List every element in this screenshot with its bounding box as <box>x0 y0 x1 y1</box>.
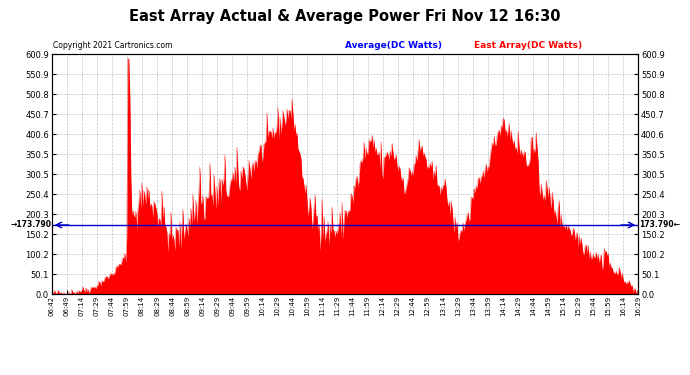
Text: Copyright 2021 Cartronics.com: Copyright 2021 Cartronics.com <box>53 41 172 50</box>
Text: →173.790: →173.790 <box>10 220 51 230</box>
Text: East Array Actual & Average Power Fri Nov 12 16:30: East Array Actual & Average Power Fri No… <box>129 9 561 24</box>
Text: East Array(DC Watts): East Array(DC Watts) <box>474 41 582 50</box>
Text: 173.790←: 173.790← <box>639 220 680 230</box>
Text: Average(DC Watts): Average(DC Watts) <box>345 41 442 50</box>
